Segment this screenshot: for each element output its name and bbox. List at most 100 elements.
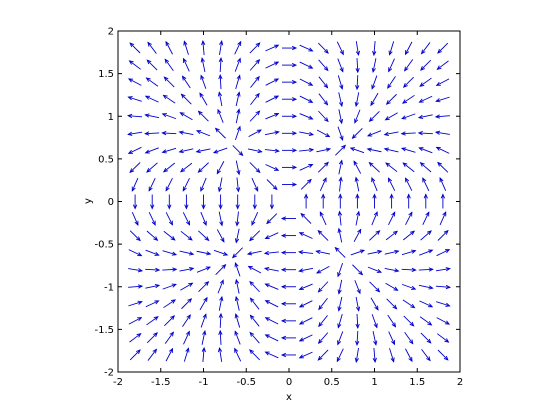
arrow-shaft (266, 179, 278, 190)
arrow-shaft (215, 264, 226, 275)
arrow-shaft (337, 58, 344, 72)
arrow-shaft (235, 296, 240, 311)
field-arrow (385, 230, 398, 241)
field-arrow (303, 193, 309, 209)
arrow-head (444, 338, 450, 343)
arrow-head (219, 40, 224, 46)
arrow-head (308, 64, 314, 69)
field-arrow (196, 266, 212, 273)
field-arrow (368, 161, 380, 173)
arrow-head (323, 66, 329, 72)
arrow-head (231, 253, 237, 259)
field-arrow (372, 193, 377, 209)
arrow-head (183, 57, 187, 63)
arrow-shaft (401, 268, 416, 271)
field-arrow (338, 193, 343, 209)
arrow-head (435, 146, 441, 151)
arrow-head (264, 283, 270, 288)
arrow-shaft (371, 75, 378, 89)
arrow-head (181, 75, 187, 81)
arrow-head (339, 84, 344, 90)
arrow-shaft (232, 145, 243, 156)
arrow-shaft (162, 113, 177, 120)
arrow-shaft (180, 162, 193, 173)
arrow-shaft (318, 93, 328, 105)
vector-field (127, 39, 451, 364)
field-arrow (184, 194, 189, 210)
arrow-shaft (196, 266, 211, 273)
field-arrow (355, 75, 360, 91)
arrow-shaft (369, 281, 380, 293)
arrow-head (234, 295, 240, 302)
field-arrow (384, 112, 398, 121)
arrow-shaft (419, 300, 433, 308)
arrow-shaft (180, 230, 193, 241)
arrow-head (393, 286, 399, 291)
field-arrow (300, 212, 312, 224)
arrow-head (400, 131, 406, 136)
arrow-shaft (249, 281, 260, 293)
arrow-shaft (236, 177, 239, 192)
arrow-head (366, 132, 373, 137)
arrow-shaft (234, 126, 241, 141)
arrow-head (291, 97, 298, 102)
arrow-shaft (145, 268, 160, 271)
arrow-head (280, 284, 287, 289)
arrow-shaft (337, 314, 343, 328)
field-arrow (150, 194, 155, 210)
field-arrow (418, 147, 433, 154)
field-arrow (129, 333, 142, 343)
arrow-shaft (437, 42, 449, 54)
field-arrow (385, 93, 397, 105)
field-arrow (164, 58, 174, 72)
arrow-head (377, 249, 383, 255)
field-arrow (162, 250, 178, 256)
field-arrow (250, 75, 260, 88)
arrow-head (318, 322, 323, 328)
arrow-shaft (235, 314, 241, 328)
arrow-shaft (384, 148, 399, 153)
arrow-shaft (367, 130, 382, 137)
field-arrow (235, 74, 241, 89)
field-arrow (162, 267, 178, 272)
field-arrow (298, 300, 313, 308)
arrow-shaft (182, 212, 190, 226)
field-arrow (249, 314, 260, 327)
arrow-shaft (165, 212, 173, 225)
arrow-shaft (235, 228, 240, 243)
field-arrow (235, 211, 240, 227)
arrow-head (218, 204, 223, 210)
arrow-head (388, 67, 393, 73)
x-tick-label: 0 (286, 377, 292, 388)
arrow-head (423, 193, 428, 199)
field-arrow (389, 348, 395, 363)
arrow-shaft (249, 162, 261, 173)
field-arrow (422, 177, 430, 191)
field-arrow (317, 332, 329, 344)
field-arrow (164, 315, 176, 327)
arrow-shaft (355, 296, 360, 311)
arrow-shaft (234, 331, 241, 345)
arrow-head (337, 306, 342, 312)
field-arrow (280, 284, 296, 289)
field-arrow (183, 330, 190, 345)
arrow-head (323, 83, 329, 89)
arrow-head (394, 268, 400, 273)
arrow-shaft (201, 330, 206, 345)
arrow-shaft (199, 92, 208, 106)
field-arrow (388, 41, 395, 56)
arrow-head (137, 284, 144, 289)
arrow-shaft (199, 297, 208, 311)
arrow-shaft (265, 61, 279, 69)
arrow-head (199, 92, 204, 98)
arrow-head (274, 166, 280, 171)
arrow-head (206, 251, 212, 256)
arrow-shaft (250, 93, 260, 105)
field-arrow (217, 346, 223, 362)
field-arrow (351, 128, 363, 140)
arrow-shaft (339, 211, 342, 226)
arrow-head (308, 147, 315, 153)
arrow-shaft (198, 281, 209, 293)
field-arrow (163, 230, 176, 241)
field-arrow (200, 57, 206, 73)
